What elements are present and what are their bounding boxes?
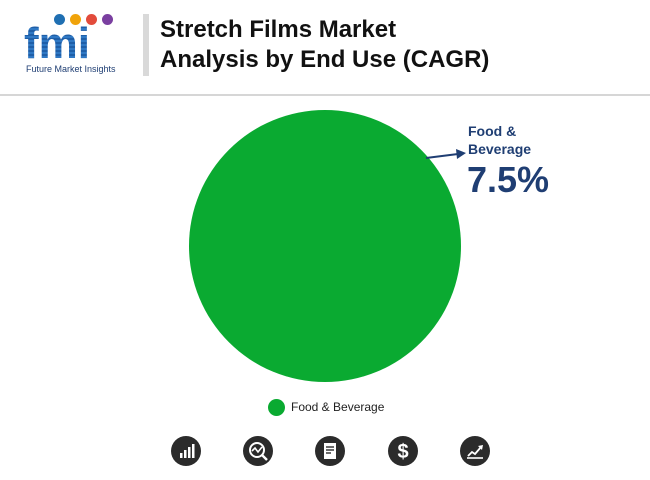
bar-chart-icon bbox=[171, 436, 201, 466]
logo-letters-text: fmi bbox=[24, 22, 90, 62]
growth-chart-icon bbox=[460, 436, 490, 466]
logo-dot-icon bbox=[54, 14, 65, 25]
fmi-logo: fmi Future Market Insights bbox=[22, 14, 134, 78]
logo-icons bbox=[52, 14, 132, 34]
logo-dot-icon bbox=[86, 14, 97, 25]
logo-letters: fmi bbox=[24, 22, 90, 62]
pie-slice-food-beverage bbox=[189, 110, 461, 382]
callout-label-line-1: Food & bbox=[468, 123, 516, 139]
title-divider bbox=[143, 14, 149, 76]
title-line-2: Analysis by End Use (CAGR) bbox=[160, 46, 490, 73]
title-line-1: Stretch Films Market bbox=[160, 16, 397, 43]
logo-dot-icon bbox=[70, 14, 81, 25]
pie-chart: Food & Beverage 7.5% bbox=[189, 110, 549, 382]
legend-label: Food & Beverage bbox=[291, 400, 385, 414]
footer-icons: $ bbox=[0, 436, 650, 470]
header: fmi Future Market Insights Stretch Films… bbox=[0, 0, 650, 96]
callout-value: 7.5% bbox=[467, 159, 549, 200]
legend-swatch bbox=[268, 398, 285, 416]
callout-line bbox=[425, 153, 459, 159]
callout-label-line-2: Beverage bbox=[468, 141, 531, 157]
report-icon bbox=[315, 436, 345, 466]
header-divider bbox=[0, 94, 650, 96]
dollar-icon: $ bbox=[388, 436, 418, 466]
logo-tagline: Future Market Insights bbox=[26, 64, 116, 74]
page-title: Stretch Films Market Analysis by End Use… bbox=[160, 15, 630, 75]
chart-legend: Food & Beverage bbox=[268, 398, 384, 416]
callout-arrowhead bbox=[456, 149, 466, 159]
magnifier-chart-icon bbox=[243, 436, 273, 466]
pie-slices bbox=[189, 110, 461, 382]
logo-dot-icon bbox=[102, 14, 113, 25]
svg-text:$: $ bbox=[397, 441, 408, 463]
